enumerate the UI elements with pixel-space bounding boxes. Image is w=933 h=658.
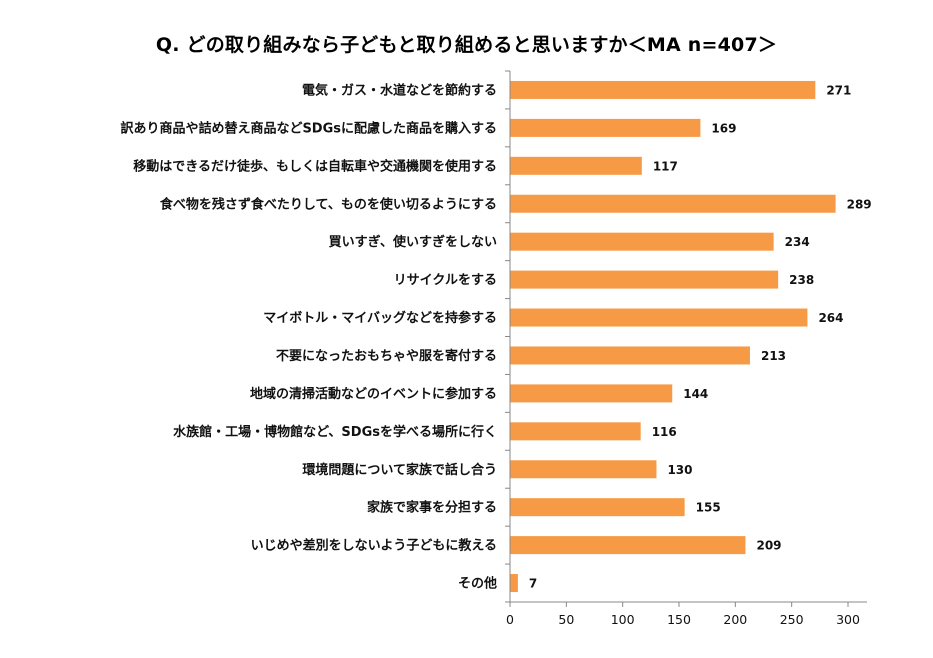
category-label: 買いすぎ、使いすぎをしない (329, 234, 497, 250)
axis-layer (505, 70, 867, 607)
bar (510, 422, 641, 441)
bar (510, 498, 685, 517)
value-label: 116 (652, 425, 677, 439)
bars-layer (510, 80, 836, 593)
value-label: 234 (785, 235, 810, 249)
bar (510, 384, 673, 403)
bar (510, 308, 808, 327)
chart-title: Q. どの取り組みなら子どもと取り組めると思いますか＜MA n=407＞ (155, 34, 778, 56)
category-label: 訳あり商品や詰め替え商品などSDGsに配慮した商品を購入する (120, 120, 497, 136)
value-label: 7 (529, 577, 537, 591)
value-label: 271 (826, 83, 851, 97)
value-label: 264 (818, 311, 843, 325)
category-label: いじめや差別をしないよう子どもに教える (251, 538, 497, 554)
value-label: 169 (711, 121, 736, 135)
x-tick-label: 200 (723, 612, 747, 627)
bar (510, 156, 642, 175)
bar (510, 270, 779, 289)
x-tick-label: 150 (667, 612, 691, 627)
category-label: 移動はできるだけ徒歩、もしくは自転車や交通機関を使用する (133, 158, 497, 174)
x-tick-label: 300 (836, 612, 860, 627)
bar (510, 194, 836, 213)
category-label: 食べ物を残さず食べたりして、ものを使い切るようにする (160, 196, 497, 212)
value-label: 289 (847, 197, 872, 211)
labels-layer: 電気・ガス・水道などを節約する 271 訳あり商品や詰め替え商品などSDGsに配慮し… (120, 82, 871, 627)
value-label: 117 (653, 159, 678, 173)
category-label: 電気・ガス・水道などを節約する (302, 82, 497, 98)
category-label: 家族で家事を分担する (367, 500, 497, 516)
category-label: 環境問題について家族で話し合う (302, 462, 497, 478)
category-label: リサイクルをする (394, 273, 497, 288)
bar (510, 346, 750, 365)
value-label: 144 (683, 387, 708, 401)
category-label: その他 (458, 576, 497, 592)
bar (510, 80, 816, 99)
bar (510, 574, 518, 593)
value-label: 155 (696, 501, 721, 515)
value-label: 213 (761, 349, 786, 363)
bar (510, 536, 746, 555)
value-label: 238 (789, 273, 814, 287)
x-tick-label: 250 (780, 612, 804, 627)
category-label: マイボトル・マイバッグなどを持参する (263, 310, 497, 326)
category-label: 水族館・工場・博物館など、SDGsを学べる場所に行く (173, 424, 497, 440)
bar (510, 118, 701, 137)
value-label: 130 (667, 463, 692, 477)
x-tick-label: 100 (611, 612, 635, 627)
category-label: 地域の清掃活動などのイベントに参加する (250, 386, 497, 402)
bar (510, 460, 657, 479)
x-tick-label: 50 (558, 612, 574, 627)
category-label: 不要になったおもちゃや服を寄付する (276, 348, 497, 364)
value-label: 209 (756, 539, 781, 553)
bar (510, 232, 774, 251)
x-tick-label: 0 (506, 612, 514, 627)
